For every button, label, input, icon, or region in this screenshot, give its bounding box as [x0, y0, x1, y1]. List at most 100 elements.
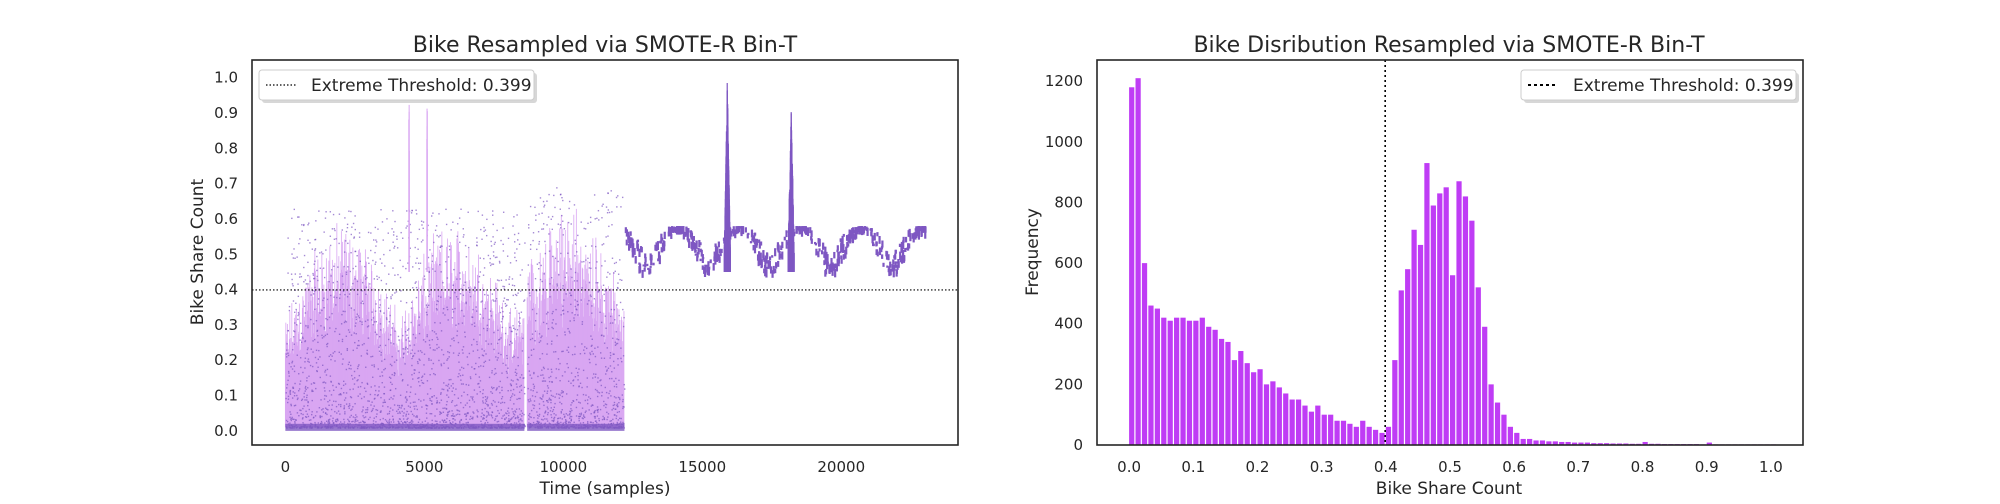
left-data-point: [542, 394, 544, 396]
left-data-point: [354, 325, 357, 327]
left-data-point: [418, 268, 420, 270]
left-data-point: [530, 354, 533, 356]
left-data-point: [496, 256, 498, 258]
left-data-point: [428, 290, 430, 292]
left-data-point: [323, 328, 326, 330]
left-data-point: [306, 380, 308, 382]
left-data-point: [326, 298, 329, 301]
left-data-point: [364, 421, 366, 424]
left-data-point: [907, 243, 910, 251]
left-data-point: [586, 303, 589, 305]
left-data-point: [483, 417, 485, 420]
left-data-point: [353, 236, 356, 238]
left-data-point: [317, 335, 319, 337]
left-data-point: [465, 413, 467, 415]
left-data-point: [872, 243, 875, 247]
histogram-bar: [1405, 269, 1411, 445]
left-data-point: [454, 419, 456, 421]
left-data-point: [762, 253, 765, 259]
left-data-point: [337, 382, 340, 385]
left-data-point: [495, 415, 497, 418]
left-data-point: [513, 394, 516, 396]
left-data-point: [690, 241, 693, 249]
left-data-point: [357, 420, 359, 422]
histogram-bar: [1238, 351, 1244, 445]
left-data-point: [458, 352, 460, 355]
left-data-point: [584, 346, 586, 348]
left-data-point: [319, 415, 321, 417]
left-data-point: [325, 420, 328, 423]
left-data-point: [291, 416, 293, 419]
left-data-point: [620, 422, 622, 425]
left-data-point: [495, 287, 497, 290]
left-data-point: [550, 407, 552, 409]
left-data-point: [322, 299, 324, 302]
left-data-point: [383, 358, 386, 361]
left-data-point: [521, 415, 523, 417]
left-data-point: [450, 378, 452, 381]
left-data-point: [448, 379, 450, 381]
left-data-point: [559, 380, 561, 382]
left-data-point: [355, 265, 357, 268]
left-data-point: [347, 363, 350, 366]
left-data-point: [370, 404, 372, 406]
left-data-point: [363, 387, 366, 389]
left-data-point: [543, 206, 545, 208]
left-data-point: [887, 254, 890, 261]
left-data-point: [486, 410, 488, 413]
left-data-point: [494, 419, 496, 422]
left-data-point: [570, 418, 573, 421]
left-data-point: [564, 421, 566, 424]
left-data-point: [469, 376, 472, 378]
left-data-point: [514, 303, 516, 305]
left-data-point: [412, 333, 415, 336]
left-data-point: [537, 375, 539, 378]
left-data-point: [433, 395, 435, 397]
left-data-point: [502, 243, 504, 246]
left-data-point: [648, 269, 651, 275]
left-data-point: [505, 417, 508, 419]
left-data-point: [609, 322, 612, 324]
left-data-point: [565, 272, 568, 274]
left-data-point: [608, 225, 610, 228]
left-data-point: [441, 419, 444, 421]
left-data-point: [349, 423, 351, 425]
left-data-point: [894, 249, 897, 254]
left-data-point: [392, 419, 394, 421]
left-data-point: [496, 421, 498, 423]
left-data-point: [480, 301, 482, 303]
left-data-point: [405, 396, 407, 398]
left-data-point: [288, 305, 291, 308]
left-data-point: [510, 384, 512, 386]
left-data-point: [323, 387, 326, 389]
left-data-point: [581, 343, 583, 345]
left-data-point: [546, 418, 548, 420]
right-x-tick-label: 0.1: [1181, 458, 1205, 476]
left-data-point: [304, 357, 307, 359]
left-data-point: [795, 226, 798, 234]
left-data-point: [460, 379, 462, 381]
left-data-point: [514, 411, 517, 413]
left-data-point: [903, 249, 906, 252]
left-data-point: [476, 415, 478, 417]
left-data-point: [621, 196, 624, 199]
left-data-point: [578, 415, 580, 418]
left-data-point: [606, 369, 608, 371]
left-data-point: [453, 394, 456, 396]
left-data-point: [567, 311, 569, 313]
left-data-point: [303, 223, 305, 226]
left-data-point: [446, 417, 448, 420]
left-data-point: [595, 245, 597, 248]
left-data-point: [534, 277, 537, 280]
left-data-point: [338, 333, 341, 335]
left-data-point: [491, 415, 493, 417]
left-data-point: [429, 397, 431, 400]
histogram-bar: [1430, 205, 1436, 445]
left-data-point: [306, 394, 308, 396]
left-data-point: [359, 260, 361, 263]
left-data-point: [374, 397, 376, 400]
left-data-point: [373, 365, 376, 368]
left-data-point: [380, 396, 382, 399]
left-data-point: [502, 211, 505, 213]
left-data-point: [529, 243, 532, 246]
